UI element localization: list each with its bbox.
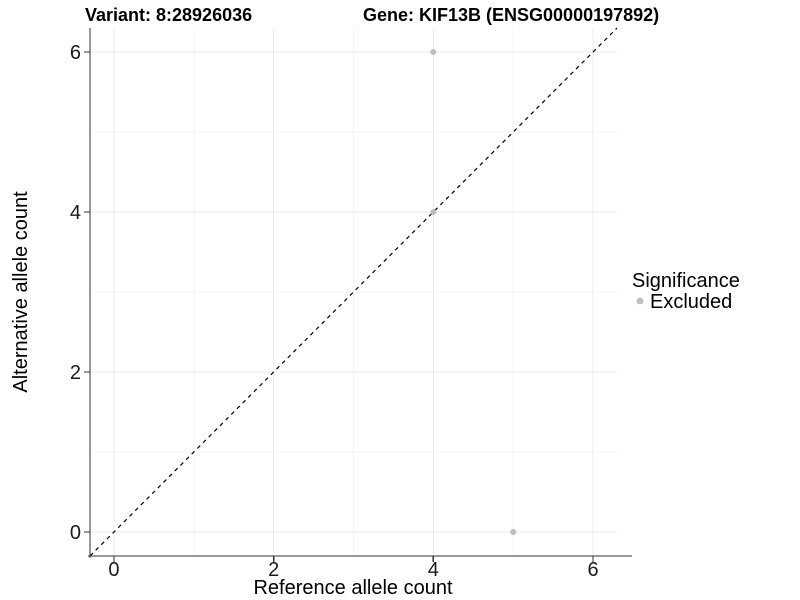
legend-item-label: Excluded — [650, 291, 732, 313]
x-axis-title: Reference allele count — [253, 577, 452, 599]
grid-minor-layer — [90, 28, 617, 556]
x-tick-label: 4 — [428, 559, 439, 581]
legend: Significance Excluded — [632, 270, 740, 313]
plot-title-variant: Variant: 8:28926036 — [85, 5, 252, 25]
data-point — [430, 209, 437, 215]
data-points-layer — [430, 49, 517, 535]
tick-labels-layer: 0 2 4 6 0 2 4 6 — [70, 42, 599, 581]
x-tick-label: 0 — [108, 559, 119, 581]
x-tick-label: 6 — [587, 559, 598, 581]
y-tick-label: 2 — [70, 362, 81, 384]
y-tick-label: 6 — [70, 42, 81, 64]
legend-point-icon — [636, 297, 644, 305]
data-point — [510, 529, 517, 535]
axis-lines-layer — [88, 28, 632, 558]
y-axis-title: Alternative allele count — [10, 191, 32, 393]
grid-major-layer — [90, 28, 617, 556]
legend-title: Significance — [632, 270, 740, 292]
y-tick-label: 0 — [70, 522, 81, 544]
y-tick-label: 4 — [70, 202, 81, 224]
axis-ticks-layer — [84, 51, 594, 562]
data-point — [430, 49, 437, 55]
x-tick-label: 2 — [268, 559, 279, 581]
plot-title-gene: Gene: KIF13B (ENSG00000197892) — [363, 5, 659, 25]
